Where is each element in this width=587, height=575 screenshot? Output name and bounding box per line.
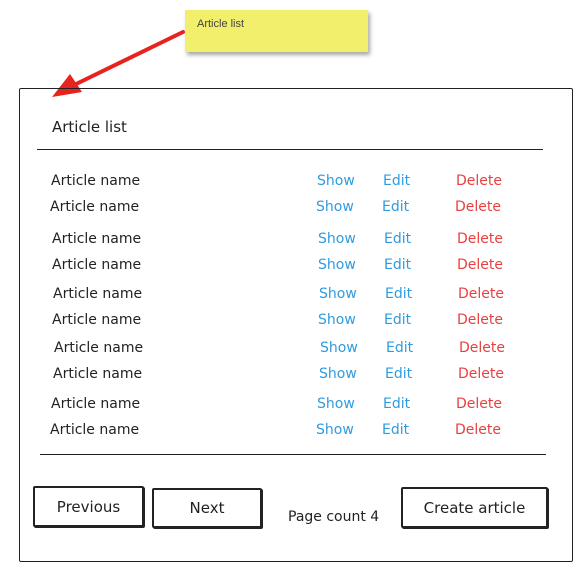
- annotation-note: Article list: [185, 10, 368, 52]
- delete-link[interactable]: Delete: [458, 366, 504, 382]
- previous-button[interactable]: Previous: [33, 486, 144, 527]
- list-item: Article name Show Edit Delete: [0, 422, 587, 444]
- edit-link[interactable]: Edit: [384, 231, 412, 247]
- edit-link[interactable]: Edit: [384, 312, 412, 328]
- show-link[interactable]: Show: [316, 422, 354, 438]
- edit-link[interactable]: Edit: [385, 366, 413, 382]
- delete-link[interactable]: Delete: [457, 312, 503, 328]
- article-name: Article name: [50, 199, 140, 215]
- show-link[interactable]: Show: [319, 286, 357, 302]
- edit-link[interactable]: Edit: [383, 173, 411, 189]
- edit-link[interactable]: Edit: [386, 340, 414, 356]
- list-item: Article name Show Edit Delete: [0, 396, 587, 418]
- delete-link[interactable]: Delete: [456, 173, 502, 189]
- article-name: Article name: [51, 173, 141, 189]
- delete-link[interactable]: Delete: [459, 340, 505, 356]
- list-item: Article name Show Edit Delete: [0, 173, 587, 195]
- article-name: Article name: [52, 231, 142, 247]
- article-list-frame: [19, 88, 573, 562]
- show-link[interactable]: Show: [317, 396, 355, 412]
- page-title: Article list: [52, 118, 127, 136]
- delete-link[interactable]: Delete: [456, 396, 502, 412]
- page-count-label: Page count 4: [288, 509, 380, 525]
- create-article-button[interactable]: Create article: [401, 487, 548, 528]
- list-item: Article name Show Edit Delete: [0, 257, 587, 279]
- edit-link[interactable]: Edit: [382, 422, 410, 438]
- edit-link[interactable]: Edit: [383, 396, 411, 412]
- article-name: Article name: [53, 366, 143, 382]
- show-link[interactable]: Show: [317, 173, 355, 189]
- article-name: Article name: [51, 396, 141, 412]
- show-link[interactable]: Show: [319, 366, 357, 382]
- article-name: Article name: [52, 257, 142, 273]
- list-item: Article name Show Edit Delete: [0, 366, 587, 388]
- delete-link[interactable]: Delete: [455, 199, 501, 215]
- list-item: Article name Show Edit Delete: [0, 340, 587, 362]
- list-item: Article name Show Edit Delete: [0, 199, 587, 221]
- show-link[interactable]: Show: [316, 199, 354, 215]
- header-divider: [37, 149, 543, 150]
- list-item: Article name Show Edit Delete: [0, 312, 587, 334]
- show-link[interactable]: Show: [320, 340, 358, 356]
- delete-link[interactable]: Delete: [457, 231, 503, 247]
- next-button[interactable]: Next: [152, 488, 262, 528]
- delete-link[interactable]: Delete: [455, 422, 501, 438]
- article-name: Article name: [52, 312, 142, 328]
- delete-link[interactable]: Delete: [457, 257, 503, 273]
- list-item: Article name Show Edit Delete: [0, 231, 587, 253]
- edit-link[interactable]: Edit: [382, 199, 410, 215]
- edit-link[interactable]: Edit: [385, 286, 413, 302]
- list-item: Article name Show Edit Delete: [0, 286, 587, 308]
- article-name: Article name: [53, 286, 143, 302]
- article-name: Article name: [50, 422, 140, 438]
- edit-link[interactable]: Edit: [384, 257, 412, 273]
- article-name: Article name: [54, 340, 144, 356]
- show-link[interactable]: Show: [318, 257, 356, 273]
- annotation-note-text: Article list: [197, 18, 245, 30]
- show-link[interactable]: Show: [318, 231, 356, 247]
- show-link[interactable]: Show: [318, 312, 356, 328]
- delete-link[interactable]: Delete: [458, 286, 504, 302]
- footer-divider: [40, 454, 546, 455]
